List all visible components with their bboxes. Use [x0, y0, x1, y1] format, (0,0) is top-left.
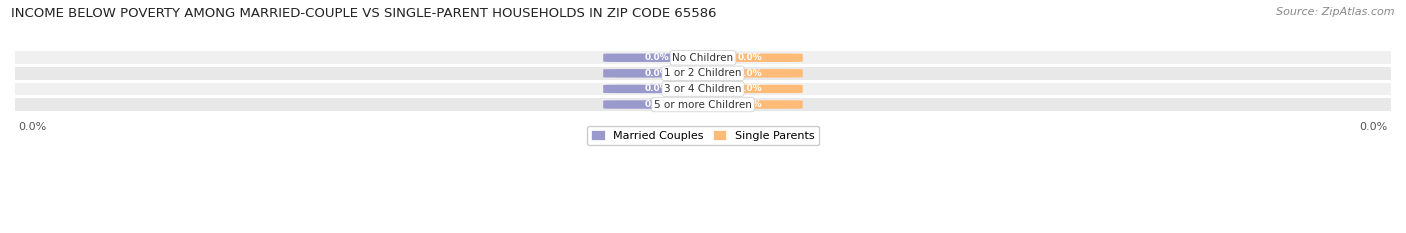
FancyBboxPatch shape: [603, 85, 710, 93]
Text: 0.0%: 0.0%: [737, 53, 762, 62]
FancyBboxPatch shape: [696, 85, 803, 93]
Text: 0.0%: 0.0%: [644, 53, 669, 62]
FancyBboxPatch shape: [696, 54, 803, 62]
Text: 0.0%: 0.0%: [737, 100, 762, 109]
Text: 0.0%: 0.0%: [18, 122, 46, 132]
FancyBboxPatch shape: [696, 69, 803, 78]
FancyBboxPatch shape: [696, 100, 803, 109]
Text: 0.0%: 0.0%: [737, 84, 762, 93]
FancyBboxPatch shape: [603, 100, 710, 109]
Bar: [15, 67, 1391, 80]
Legend: Married Couples, Single Parents: Married Couples, Single Parents: [586, 126, 820, 145]
Bar: [15, 98, 1391, 111]
Text: 0.0%: 0.0%: [644, 69, 669, 78]
Bar: [15, 51, 1391, 64]
Text: 0.0%: 0.0%: [644, 84, 669, 93]
FancyBboxPatch shape: [603, 69, 710, 78]
Text: 1 or 2 Children: 1 or 2 Children: [664, 68, 742, 78]
Text: 0.0%: 0.0%: [1360, 122, 1388, 132]
Text: No Children: No Children: [672, 53, 734, 63]
Text: 3 or 4 Children: 3 or 4 Children: [664, 84, 742, 94]
Text: 5 or more Children: 5 or more Children: [654, 99, 752, 110]
Text: Source: ZipAtlas.com: Source: ZipAtlas.com: [1277, 7, 1395, 17]
Text: 0.0%: 0.0%: [644, 100, 669, 109]
Text: 0.0%: 0.0%: [737, 69, 762, 78]
Bar: [15, 82, 1391, 95]
FancyBboxPatch shape: [603, 54, 710, 62]
Text: INCOME BELOW POVERTY AMONG MARRIED-COUPLE VS SINGLE-PARENT HOUSEHOLDS IN ZIP COD: INCOME BELOW POVERTY AMONG MARRIED-COUPL…: [11, 7, 717, 20]
